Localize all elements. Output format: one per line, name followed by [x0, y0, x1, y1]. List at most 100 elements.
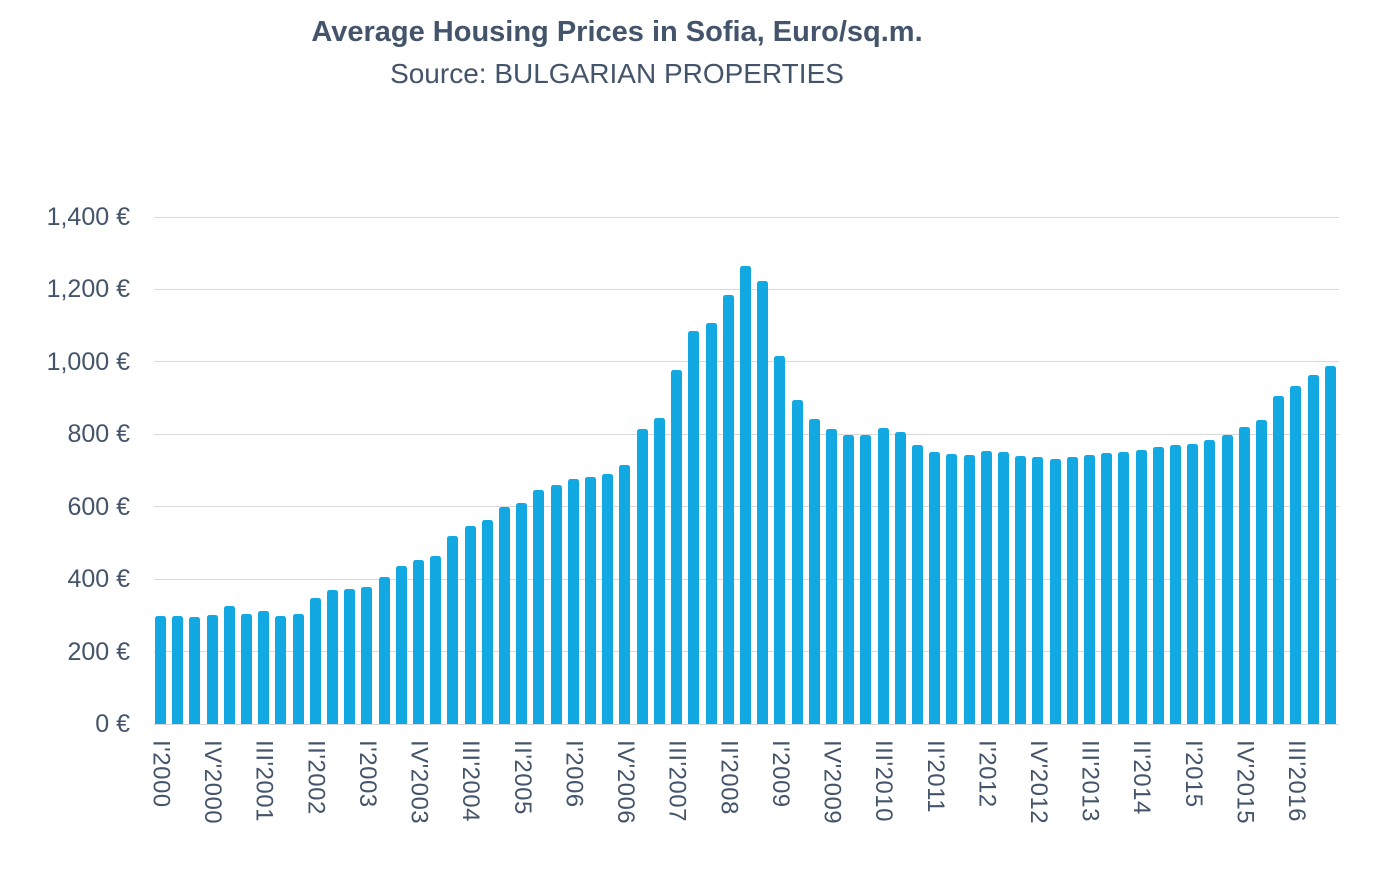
x-axis-tick-label: IV'2009 [818, 740, 846, 825]
bar [739, 265, 751, 724]
x-axis-tick-label: III'2001 [250, 740, 278, 822]
bar [309, 597, 321, 724]
bar [1049, 459, 1061, 724]
y-axis-tick-label: 400 € [67, 565, 130, 594]
x-axis-tick-label: IV'2015 [1231, 740, 1259, 825]
bar [327, 590, 339, 724]
x-axis-tick-label: III'2007 [663, 740, 691, 822]
x-axis-tick-label: I'2009 [766, 740, 794, 808]
x-axis-tick-label: IV'2000 [199, 740, 227, 825]
bar [877, 428, 889, 724]
x-axis-tick-label: I'2000 [147, 740, 175, 808]
bar [413, 560, 425, 724]
bar [911, 445, 923, 724]
bar [688, 331, 700, 724]
bar [636, 428, 648, 724]
bar [843, 434, 855, 724]
x-axis-tick-label: I'2012 [973, 740, 1001, 808]
bar [155, 616, 166, 724]
bar [774, 356, 786, 724]
bar [722, 294, 734, 724]
chart-title: Average Housing Prices in Sofia, Euro/sq… [311, 16, 923, 48]
bar [653, 417, 665, 724]
bar [1032, 457, 1044, 724]
x-axis-tick-label: I'2003 [353, 740, 381, 808]
bar [172, 616, 184, 724]
bar [1118, 452, 1130, 724]
bar [997, 452, 1009, 724]
bar [1307, 374, 1319, 724]
x-axis-tick-label: II'2011 [921, 740, 949, 814]
bar [1204, 440, 1216, 724]
bar [275, 615, 287, 724]
bar [619, 465, 631, 724]
bar [980, 450, 992, 724]
bar [1066, 457, 1078, 724]
bar [929, 452, 941, 724]
bar [1152, 446, 1164, 724]
gridline [154, 216, 1339, 218]
y-axis-tick-label: 200 € [67, 637, 130, 666]
bar [430, 555, 442, 724]
gridline [154, 723, 1339, 725]
y-axis-tick-label: 1,000 € [46, 347, 130, 376]
bar [1324, 365, 1336, 724]
bar [499, 506, 511, 724]
bar-series [154, 217, 1339, 724]
bar [206, 614, 218, 724]
bar [1256, 419, 1267, 724]
bar [757, 281, 769, 724]
bar [860, 435, 872, 724]
bar [189, 617, 201, 724]
bar [258, 610, 270, 724]
chart-subtitle: Source: BULGARIAN PROPERTIES [390, 58, 844, 89]
x-axis-tick-label: II'2002 [302, 740, 330, 815]
bar [1169, 444, 1181, 724]
x-axis-tick-label: II'2014 [1128, 740, 1156, 815]
x-axis-tick-label: IV'2012 [1025, 740, 1052, 825]
bar [292, 614, 304, 724]
y-axis-tick-label: 600 € [67, 492, 130, 521]
x-axis-tick-label: IV'2003 [405, 740, 433, 825]
chart-header: Average Housing Prices in Sofia, Euro/sq… [0, 16, 1234, 90]
bar [395, 565, 407, 724]
x-axis-tick-label: IV'2006 [612, 740, 640, 825]
bar [894, 432, 906, 724]
bar [1221, 434, 1233, 724]
bar [825, 429, 837, 724]
x-axis-tick-label: II'2005 [508, 740, 536, 815]
bar [481, 519, 493, 724]
bar [671, 370, 683, 724]
bar [223, 605, 235, 724]
bar [808, 419, 820, 724]
bar [1187, 443, 1199, 724]
bar [550, 484, 562, 724]
bar [361, 587, 373, 724]
bar [1135, 450, 1147, 724]
bar [602, 474, 614, 724]
y-axis-tick-label: 1,400 € [46, 203, 130, 231]
y-axis-tick-label: 800 € [67, 420, 130, 449]
x-axis-tick-label: III'2004 [457, 740, 485, 822]
y-axis-tick-label: 0 € [95, 710, 130, 738]
bar [533, 489, 545, 724]
bar [1083, 455, 1095, 724]
bar [1101, 453, 1113, 724]
bar [241, 613, 253, 724]
bar [585, 477, 597, 724]
bar [1238, 427, 1250, 724]
bar [705, 322, 717, 724]
x-axis-tick-label: I'2006 [560, 740, 588, 808]
bar [464, 525, 476, 724]
y-axis-tick-label: 1,200 € [46, 275, 130, 304]
x-axis-tick-label: III'2013 [1076, 740, 1104, 822]
bar [963, 454, 975, 724]
x-axis-tick-label: II'2008 [715, 740, 743, 815]
bar [791, 399, 803, 724]
bar [1290, 385, 1302, 724]
x-axis-tick-label: III'2016 [1283, 740, 1311, 822]
bar [567, 478, 579, 724]
bar [1015, 456, 1027, 724]
bar [447, 535, 459, 724]
